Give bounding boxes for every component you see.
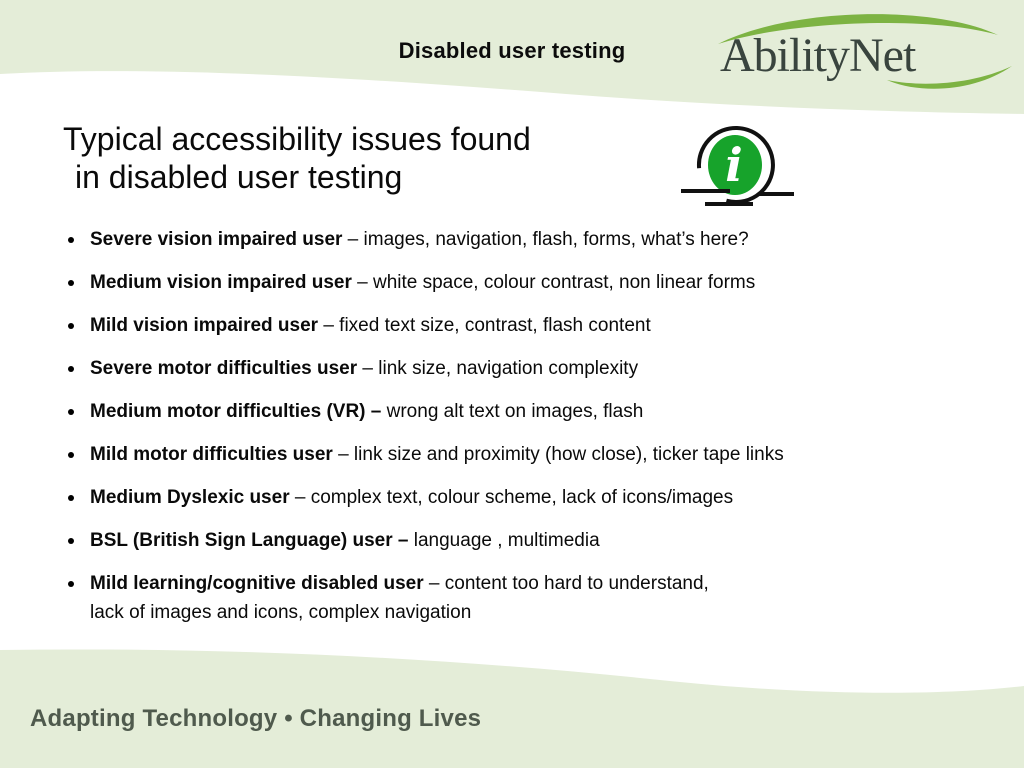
bullet-text: wrong alt text on images, flash (381, 401, 644, 422)
slide-title: Typical accessibility issues found in di… (63, 120, 531, 196)
abilitynet-logo: AbilityNet (700, 2, 1020, 106)
bullet-text: – white space, colour contrast, non line… (351, 272, 756, 293)
logo-swoosh-arcs (718, 14, 1012, 89)
slide-title-line1: Typical accessibility issues found (63, 121, 531, 157)
bullet-text: – content too hard to understand, (423, 573, 709, 594)
logo-bottom-arc (887, 66, 1012, 89)
page-header-label: Disabled user testing (398, 38, 626, 63)
bullet-label: Mild learning/cognitive disabled user (90, 573, 424, 594)
info-icon-circle-outline (697, 125, 775, 204)
list-item: Medium vision impaired user – white spac… (68, 269, 985, 298)
bullet-text: – link size, navigation complexity (357, 358, 639, 379)
logo-wordmark: AbilityNet (720, 29, 916, 82)
bullet-label: Mild motor difficulties user (90, 444, 333, 465)
list-item: Mild motor difficulties user – link size… (68, 441, 985, 470)
bullet-text: – complex text, colour scheme, lack of i… (289, 487, 734, 508)
footer-tagline: Adapting Technology • Changing Lives (30, 705, 482, 732)
footer-wave-band (0, 649, 1024, 768)
bullet-label: Medium motor difficulties (VR) – (90, 401, 382, 422)
issues-bullet-list: Severe vision impaired user – images, na… (68, 226, 985, 642)
bullet-text-wrap-line: lack of images and icons, complex naviga… (90, 601, 472, 623)
list-item: Severe vision impaired user – images, na… (68, 226, 985, 255)
info-icon: i (681, 125, 794, 206)
bullet-label: Medium vision impaired user (90, 272, 352, 293)
slide-title-line2: in disabled user testing (75, 159, 403, 195)
list-item: Mild learning/cognitive disabled user – … (68, 570, 985, 627)
bullet-label: Severe vision impaired user (90, 229, 343, 250)
list-item: Mild vision impaired user – fixed text s… (68, 312, 985, 341)
logo-top-arc (718, 14, 998, 44)
bullet-text: – fixed text size, contrast, flash conte… (318, 315, 651, 336)
list-item: BSL (British Sign Language) user – langu… (68, 527, 985, 556)
bullet-text: – images, navigation, flash, forms, what… (342, 229, 749, 250)
list-item: Medium Dyslexic user – complex text, col… (68, 484, 985, 513)
info-icon-green-oval (708, 135, 762, 195)
list-item: Severe motor difficulties user – link si… (68, 355, 985, 384)
bullet-label: Severe motor difficulties user (90, 358, 358, 379)
bullet-text: language , multimedia (408, 530, 600, 551)
info-icon-i-glyph: i (725, 138, 742, 192)
bullet-text: – link size and proximity (how close), t… (332, 444, 784, 465)
bullet-label: BSL (British Sign Language) user – (90, 530, 409, 551)
list-item: Medium motor difficulties (VR) – wrong a… (68, 398, 985, 427)
bullet-label: Medium Dyslexic user (90, 487, 290, 508)
bullet-label: Mild vision impaired user (90, 315, 319, 336)
